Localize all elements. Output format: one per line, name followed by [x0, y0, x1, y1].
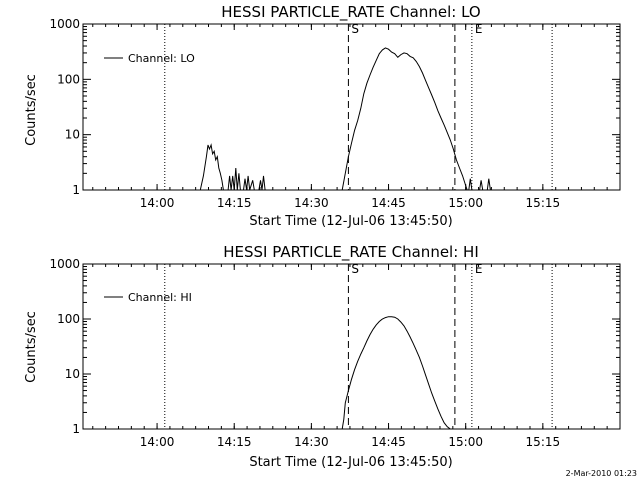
panel-lo-ytick-label: 1000 [49, 17, 80, 31]
panel-lo: HESSI PARTICLE_RATE Channel: LO Start Ti… [24, 3, 621, 229]
panel-lo-legend-label: Channel: LO [128, 52, 195, 65]
panel-lo-xlabel: Start Time (12-Jul-06 13:45:50) [249, 214, 452, 229]
panel-lo-title: HESSI PARTICLE_RATE Channel: LO [221, 3, 480, 22]
panel-hi-xtick-label: 14:00 [140, 435, 175, 449]
panel-lo-ylabel: Counts/sec [24, 74, 39, 146]
panel-lo-ytick-label: 10 [65, 128, 80, 142]
panel-hi-axes-frame [82, 263, 621, 430]
panel-hi-xtick-label: 15:15 [526, 435, 561, 449]
panel-lo-ytick-label: 1 [72, 183, 80, 197]
panel-hi-xtick-label: 14:30 [294, 435, 329, 449]
panel-hi-ytick-label: 1000 [49, 257, 80, 271]
timestamp-stamp: 2-Mar-2010 01:23 [566, 469, 637, 478]
panel-lo-xtick-label: 15:00 [448, 196, 483, 210]
panel-lo-marker-label: S [351, 22, 359, 36]
panel-hi-ytick-label: 100 [57, 312, 80, 326]
panel-lo-series-segment [199, 143, 224, 190]
panel-lo-series-segment [243, 175, 255, 190]
panel-lo-xtick-label: 14:15 [217, 196, 252, 210]
panel-lo-series-segment [479, 180, 484, 190]
panel-lo-marker-label: E [475, 22, 483, 36]
panel-lo-xtick-label: 14:45 [371, 196, 406, 210]
panel-lo-series-segment [258, 175, 266, 190]
panel-hi-series-segment [341, 316, 452, 429]
panel-lo-xtick-label: 14:30 [294, 196, 329, 210]
panel-lo-series-segment [227, 167, 241, 190]
panel-hi-xtick-label: 14:45 [371, 435, 406, 449]
panel-lo-ytick-label: 100 [57, 72, 80, 86]
panel-hi-ytick-label: 10 [65, 367, 80, 381]
panel-hi-xtick-label: 15:00 [448, 435, 483, 449]
panel-lo-xtick-label: 14:00 [140, 196, 175, 210]
panel-hi-xtick-label: 14:15 [217, 435, 252, 449]
panel-hi-title: HESSI PARTICLE_RATE Channel: HI [223, 243, 479, 262]
panel-lo-series-segment [486, 178, 491, 190]
panel-lo-axes-frame [82, 23, 621, 191]
panel-hi-marker-label: E [475, 262, 483, 276]
panel-hi-xlabel: Start Time (12-Jul-06 13:45:50) [249, 455, 452, 470]
panel-lo-xtick-label: 15:15 [526, 196, 561, 210]
panel-hi-ylabel: Counts/sec [24, 311, 39, 383]
panel-hi: HESSI PARTICLE_RATE Channel: HI Start Ti… [24, 243, 621, 470]
panel-lo-series-segment [341, 47, 468, 190]
panel-hi-marker-label: S [351, 262, 359, 276]
panel-hi-ytick-label: 1 [72, 422, 80, 436]
panel-hi-legend-label: Channel: HI [128, 291, 192, 304]
panel-lo-series-segment [468, 178, 473, 190]
